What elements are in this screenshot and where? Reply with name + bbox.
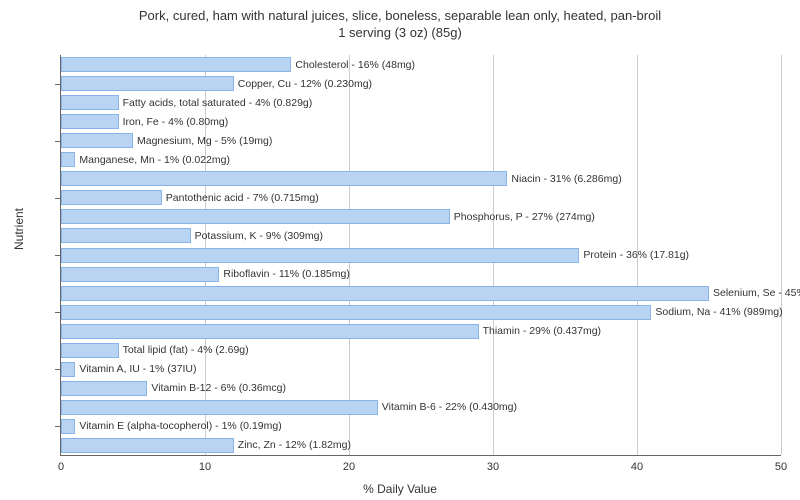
y-tick xyxy=(55,141,61,142)
chart-title: Pork, cured, ham with natural juices, sl… xyxy=(0,0,800,42)
bar-label: Total lipid (fat) - 4% (2.69g) xyxy=(119,343,249,358)
bar-label: Vitamin B-12 - 6% (0.36mcg) xyxy=(147,381,286,396)
gridline xyxy=(781,55,782,455)
bar-row: Sodium, Na - 41% (989mg) xyxy=(61,305,781,320)
bar-label: Niacin - 31% (6.286mg) xyxy=(507,171,621,186)
nutrient-bar xyxy=(61,286,709,301)
nutrient-bar xyxy=(61,267,219,282)
x-tick-label: 10 xyxy=(199,461,211,473)
bar-row: Vitamin A, IU - 1% (37IU) xyxy=(61,362,781,377)
y-tick xyxy=(55,255,61,256)
bar-row: Manganese, Mn - 1% (0.022mg) xyxy=(61,152,781,167)
bar-row: Vitamin B-6 - 22% (0.430mg) xyxy=(61,400,781,415)
nutrient-bar xyxy=(61,305,651,320)
bar-label: Zinc, Zn - 12% (1.82mg) xyxy=(234,438,351,453)
nutrient-bar xyxy=(61,171,507,186)
bar-label: Iron, Fe - 4% (0.80mg) xyxy=(119,114,229,129)
bar-label: Copper, Cu - 12% (0.230mg) xyxy=(234,76,372,91)
bar-row: Vitamin E (alpha-tocopherol) - 1% (0.19m… xyxy=(61,419,781,434)
x-tick-label: 50 xyxy=(775,461,787,473)
y-tick xyxy=(55,312,61,313)
bar-label: Protein - 36% (17.81g) xyxy=(579,248,689,263)
bar-label: Magnesium, Mg - 5% (19mg) xyxy=(133,133,272,148)
nutrient-bar xyxy=(61,76,234,91)
y-tick xyxy=(55,84,61,85)
bar-row: Pantothenic acid - 7% (0.715mg) xyxy=(61,190,781,205)
bar-row: Thiamin - 29% (0.437mg) xyxy=(61,324,781,339)
x-axis-label: % Daily Value xyxy=(0,482,800,496)
bar-row: Protein - 36% (17.81g) xyxy=(61,248,781,263)
nutrient-bar xyxy=(61,209,450,224)
nutrient-bar xyxy=(61,114,119,129)
bar-row: Cholesterol - 16% (48mg) xyxy=(61,57,781,72)
bar-label: Sodium, Na - 41% (989mg) xyxy=(651,305,782,320)
y-tick xyxy=(55,198,61,199)
bar-row: Vitamin B-12 - 6% (0.36mcg) xyxy=(61,381,781,396)
bar-label: Vitamin E (alpha-tocopherol) - 1% (0.19m… xyxy=(75,419,281,434)
bar-label: Selenium, Se - 45% (31.4mcg) xyxy=(709,286,800,301)
bar-label: Thiamin - 29% (0.437mg) xyxy=(479,324,601,339)
bar-label: Fatty acids, total saturated - 4% (0.829… xyxy=(119,95,313,110)
bar-row: Copper, Cu - 12% (0.230mg) xyxy=(61,76,781,91)
bar-label: Pantothenic acid - 7% (0.715mg) xyxy=(162,190,319,205)
bar-label: Cholesterol - 16% (48mg) xyxy=(291,57,415,72)
bar-row: Riboflavin - 11% (0.185mg) xyxy=(61,267,781,282)
plot-area: 01020304050Cholesterol - 16% (48mg)Coppe… xyxy=(60,55,781,456)
nutrient-chart: Pork, cured, ham with natural juices, sl… xyxy=(0,0,800,500)
nutrient-bar xyxy=(61,362,75,377)
bar-row: Selenium, Se - 45% (31.4mcg) xyxy=(61,286,781,301)
title-line-1: Pork, cured, ham with natural juices, sl… xyxy=(139,8,661,23)
nutrient-bar xyxy=(61,381,147,396)
bar-row: Fatty acids, total saturated - 4% (0.829… xyxy=(61,95,781,110)
bar-label: Vitamin B-6 - 22% (0.430mg) xyxy=(378,400,517,415)
bar-row: Potassium, K - 9% (309mg) xyxy=(61,228,781,243)
title-line-2: 1 serving (3 oz) (85g) xyxy=(338,25,462,40)
bar-label: Phosphorus, P - 27% (274mg) xyxy=(450,209,595,224)
nutrient-bar xyxy=(61,95,119,110)
nutrient-bar xyxy=(61,190,162,205)
x-tick-label: 0 xyxy=(58,461,64,473)
nutrient-bar xyxy=(61,400,378,415)
bar-row: Magnesium, Mg - 5% (19mg) xyxy=(61,133,781,148)
nutrient-bar xyxy=(61,228,191,243)
y-axis-label: Nutrient xyxy=(12,208,26,250)
bar-label: Potassium, K - 9% (309mg) xyxy=(191,228,323,243)
nutrient-bar xyxy=(61,152,75,167)
bar-label: Vitamin A, IU - 1% (37IU) xyxy=(75,362,196,377)
y-tick xyxy=(55,426,61,427)
nutrient-bar xyxy=(61,438,234,453)
bar-row: Total lipid (fat) - 4% (2.69g) xyxy=(61,343,781,358)
bar-row: Niacin - 31% (6.286mg) xyxy=(61,171,781,186)
bar-label: Riboflavin - 11% (0.185mg) xyxy=(219,267,349,282)
x-tick-label: 20 xyxy=(343,461,355,473)
nutrient-bar xyxy=(61,343,119,358)
nutrient-bar xyxy=(61,57,291,72)
bar-label: Manganese, Mn - 1% (0.022mg) xyxy=(75,152,230,167)
bar-row: Phosphorus, P - 27% (274mg) xyxy=(61,209,781,224)
x-tick-label: 40 xyxy=(631,461,643,473)
nutrient-bar xyxy=(61,133,133,148)
nutrient-bar xyxy=(61,324,479,339)
x-tick-label: 30 xyxy=(487,461,499,473)
bar-row: Iron, Fe - 4% (0.80mg) xyxy=(61,114,781,129)
nutrient-bar xyxy=(61,419,75,434)
nutrient-bar xyxy=(61,248,579,263)
y-tick xyxy=(55,369,61,370)
bar-row: Zinc, Zn - 12% (1.82mg) xyxy=(61,438,781,453)
